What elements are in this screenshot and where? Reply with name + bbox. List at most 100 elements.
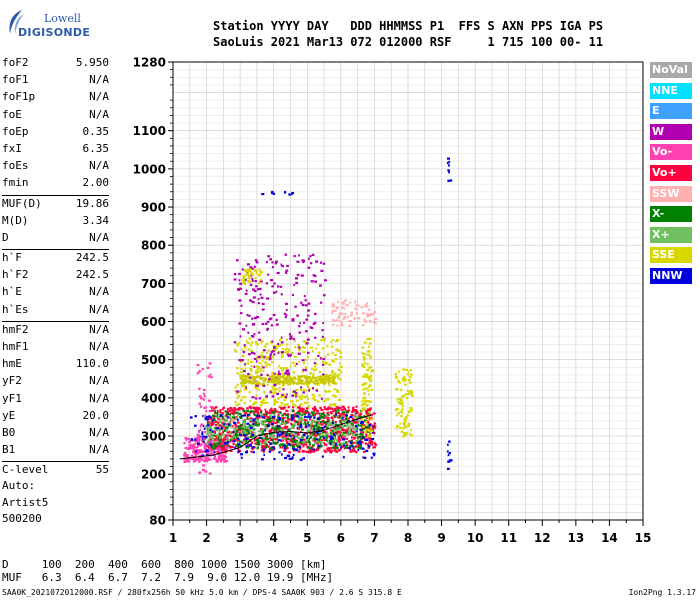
echo-point <box>193 446 198 449</box>
legend-item-nne: NNE <box>650 82 692 99</box>
echo-point <box>399 426 402 429</box>
echo-point <box>313 395 316 398</box>
echo-point <box>269 438 273 442</box>
echo-point <box>245 445 248 448</box>
echo-point <box>335 388 339 392</box>
echo-point <box>201 368 204 371</box>
echo-point <box>191 457 194 460</box>
echo-point <box>402 427 405 430</box>
echo-point <box>202 450 205 453</box>
echo-point <box>298 395 301 398</box>
echo-point <box>248 405 252 408</box>
echo-point <box>329 435 333 438</box>
echo-point <box>373 310 377 314</box>
echo-point <box>234 432 237 435</box>
echo-point <box>254 381 257 384</box>
echo-point <box>207 420 210 423</box>
echo-point <box>316 383 320 386</box>
echo-point <box>335 450 339 453</box>
echo-point <box>328 384 331 387</box>
echo-point <box>335 406 339 409</box>
echo-point <box>313 414 316 417</box>
echo-point <box>264 429 267 432</box>
echo-point <box>326 418 330 421</box>
echo-point <box>255 394 258 397</box>
echo-point <box>285 409 289 412</box>
echo-point <box>312 322 316 326</box>
echo-point <box>281 417 284 420</box>
echo-point <box>327 447 331 450</box>
echo-point <box>299 420 302 423</box>
echo-point <box>223 438 226 441</box>
echo-point <box>299 388 303 392</box>
echo-point <box>345 304 349 307</box>
echo-point <box>203 446 206 449</box>
echo-point <box>321 438 324 442</box>
echo-point <box>213 451 216 454</box>
echo-point <box>236 372 240 375</box>
echo-point <box>218 436 222 439</box>
echo-point <box>237 394 241 398</box>
echo-point <box>254 414 257 417</box>
echo-point <box>297 378 300 381</box>
echo-point <box>200 443 203 446</box>
echo-point <box>407 379 411 382</box>
echo-point <box>250 349 254 353</box>
echo-point <box>200 458 202 461</box>
echo-point <box>264 365 268 368</box>
echo-point <box>361 352 365 355</box>
echo-point <box>312 274 315 277</box>
echo-point <box>447 169 450 172</box>
echo-point <box>253 410 257 413</box>
echo-point <box>358 440 362 443</box>
echo-point <box>331 394 335 397</box>
echo-point <box>325 444 328 447</box>
echo-point <box>333 319 336 323</box>
param-name: yF1 <box>2 391 22 405</box>
echo-point <box>350 428 353 431</box>
echo-point <box>345 444 348 447</box>
echo-point <box>237 441 240 444</box>
echo-point <box>342 438 346 441</box>
echo-point <box>238 425 241 428</box>
echo-point <box>303 401 307 404</box>
echo-point <box>257 438 260 441</box>
echo-point <box>242 384 245 387</box>
echo-point <box>320 269 324 272</box>
echo-point <box>339 313 342 316</box>
param-row: B0 N/A <box>2 426 109 443</box>
echo-point <box>183 442 186 445</box>
echo-point <box>271 374 275 377</box>
echo-point <box>401 402 405 405</box>
echo-point <box>403 432 407 435</box>
param-row: hmE 110.0 <box>2 357 109 374</box>
echo-point <box>311 444 315 447</box>
echo-point <box>331 352 334 355</box>
echo-point <box>277 342 280 346</box>
echo-point <box>250 380 253 383</box>
param-row: foE N/A <box>2 108 109 125</box>
echo-point <box>335 409 338 412</box>
echo-point <box>218 420 222 423</box>
echo-point <box>241 426 245 429</box>
echo-point <box>311 424 314 427</box>
echo-point <box>312 376 316 380</box>
echo-point <box>352 445 355 448</box>
echo-point <box>396 387 399 391</box>
echo-point <box>367 433 370 436</box>
echo-point <box>369 407 373 410</box>
echo-point <box>404 393 408 396</box>
echo-point <box>225 419 229 423</box>
echo-point <box>247 348 251 351</box>
echo-point <box>306 376 310 379</box>
echo-point <box>332 433 336 436</box>
echo-point <box>398 397 402 401</box>
echo-point <box>351 445 354 448</box>
echo-point <box>284 377 288 380</box>
echo-point <box>254 341 258 344</box>
echo-point <box>272 437 276 441</box>
echo-point <box>290 418 294 421</box>
echo-point <box>345 409 349 413</box>
echo-point <box>320 338 324 342</box>
echo-point <box>244 376 247 379</box>
